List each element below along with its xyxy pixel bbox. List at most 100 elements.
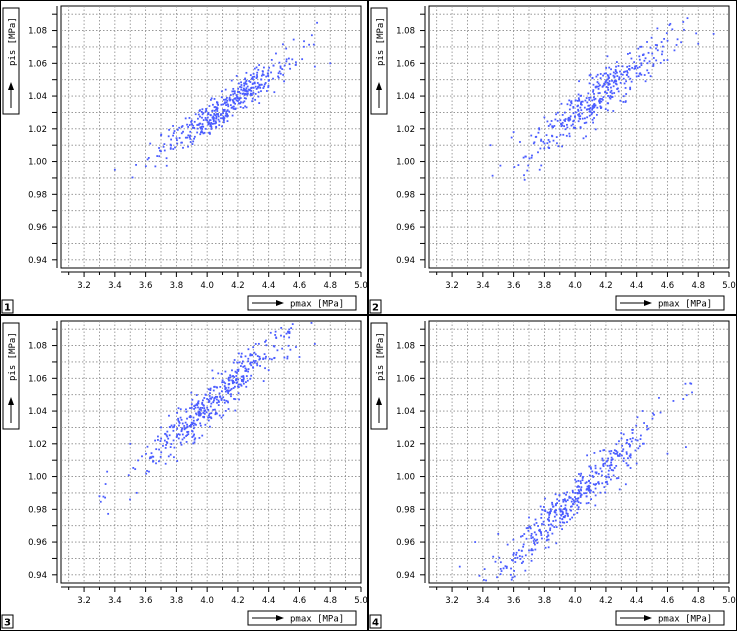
- data-point: [600, 106, 603, 109]
- x-tick-label: 4.2: [231, 281, 245, 291]
- data-point: [209, 392, 211, 395]
- data-point: [540, 531, 542, 533]
- data-point: [192, 427, 195, 430]
- data-point: [510, 567, 512, 570]
- data-point: [593, 452, 596, 454]
- y-axis-label: pis [MPa]: [370, 322, 388, 430]
- data-point: [176, 142, 179, 145]
- data-point: [204, 393, 207, 396]
- data-point: [194, 113, 197, 116]
- x-tick-label: 3.6: [139, 596, 153, 606]
- data-point: [592, 90, 594, 93]
- data-point: [594, 104, 597, 107]
- data-point: [622, 77, 625, 80]
- data-point: [227, 383, 230, 386]
- data-point: [682, 21, 685, 23]
- data-point: [183, 436, 186, 439]
- data-point: [654, 44, 657, 46]
- data-point: [510, 578, 513, 581]
- data-point: [588, 107, 591, 110]
- data-point: [227, 392, 230, 395]
- data-point: [520, 535, 522, 538]
- data-point: [245, 87, 248, 90]
- data-point: [313, 343, 316, 345]
- data-point: [547, 538, 550, 541]
- data-point: [257, 95, 260, 98]
- data-point: [237, 385, 239, 388]
- data-point: [591, 99, 594, 102]
- data-point: [186, 431, 189, 433]
- data-point: [189, 415, 192, 417]
- data-point: [245, 89, 248, 92]
- data-point: [170, 138, 173, 141]
- plot-area: [428, 5, 730, 269]
- data-point: [250, 93, 253, 95]
- data-point: [250, 77, 253, 80]
- y-tick-label: 0.94: [28, 256, 47, 266]
- data-point: [252, 82, 255, 85]
- data-point: [249, 89, 252, 92]
- data-point: [608, 464, 611, 467]
- x-tick-label: 4.6: [661, 281, 675, 291]
- data-point: [682, 398, 685, 400]
- y-tick-label: 0.96: [28, 538, 47, 548]
- x-tick-label: 4.6: [293, 281, 307, 291]
- data-point: [191, 436, 194, 438]
- data-point: [572, 106, 575, 109]
- data-point: [192, 422, 195, 425]
- data-point: [553, 515, 556, 518]
- data-point: [232, 101, 235, 104]
- data-point: [152, 460, 155, 462]
- data-point: [228, 110, 231, 113]
- data-point: [181, 433, 184, 436]
- data-point: [494, 560, 497, 563]
- data-point: [193, 137, 195, 140]
- data-point: [569, 496, 572, 499]
- y-tick-label: 0.96: [396, 223, 415, 233]
- data-point: [254, 93, 257, 95]
- data-point: [194, 404, 197, 407]
- y-tick-label: 1.00: [28, 158, 47, 168]
- data-point: [190, 120, 192, 123]
- data-point: [516, 556, 519, 559]
- data-point: [270, 71, 272, 74]
- data-point: [659, 411, 662, 414]
- data-point: [560, 122, 563, 125]
- data-point: [251, 78, 254, 80]
- data-point: [176, 411, 179, 414]
- data-point: [627, 464, 630, 467]
- data-point: [649, 46, 652, 49]
- svg-text:2: 2: [372, 303, 379, 314]
- data-point: [531, 549, 534, 552]
- data-point: [534, 518, 537, 521]
- data-point: [530, 534, 533, 537]
- data-point: [607, 86, 609, 89]
- data-point: [568, 117, 571, 119]
- x-tick-label: 5.0: [722, 281, 736, 291]
- data-point: [199, 424, 202, 427]
- data-point: [210, 128, 213, 130]
- data-point: [260, 90, 262, 93]
- data-point: [498, 556, 501, 559]
- data-point: [198, 437, 201, 439]
- data-point: [541, 537, 543, 540]
- data-point: [189, 425, 192, 428]
- data-point: [197, 402, 200, 405]
- data-point: [574, 492, 577, 494]
- data-point: [167, 455, 170, 458]
- data-point: [554, 509, 556, 512]
- x-tick-label: 3.2: [77, 281, 91, 291]
- data-point: [558, 508, 561, 510]
- data-point: [571, 516, 574, 519]
- data-point: [191, 143, 194, 145]
- data-point: [592, 121, 594, 124]
- data-point: [526, 169, 529, 172]
- data-point: [218, 120, 221, 123]
- x-tick-label: 4.2: [231, 596, 245, 606]
- data-point: [554, 519, 557, 522]
- data-point: [158, 147, 160, 149]
- data-point: [262, 358, 265, 360]
- data-point: [242, 378, 245, 381]
- data-point: [235, 74, 238, 77]
- y-tick-label: 1.06: [28, 59, 47, 69]
